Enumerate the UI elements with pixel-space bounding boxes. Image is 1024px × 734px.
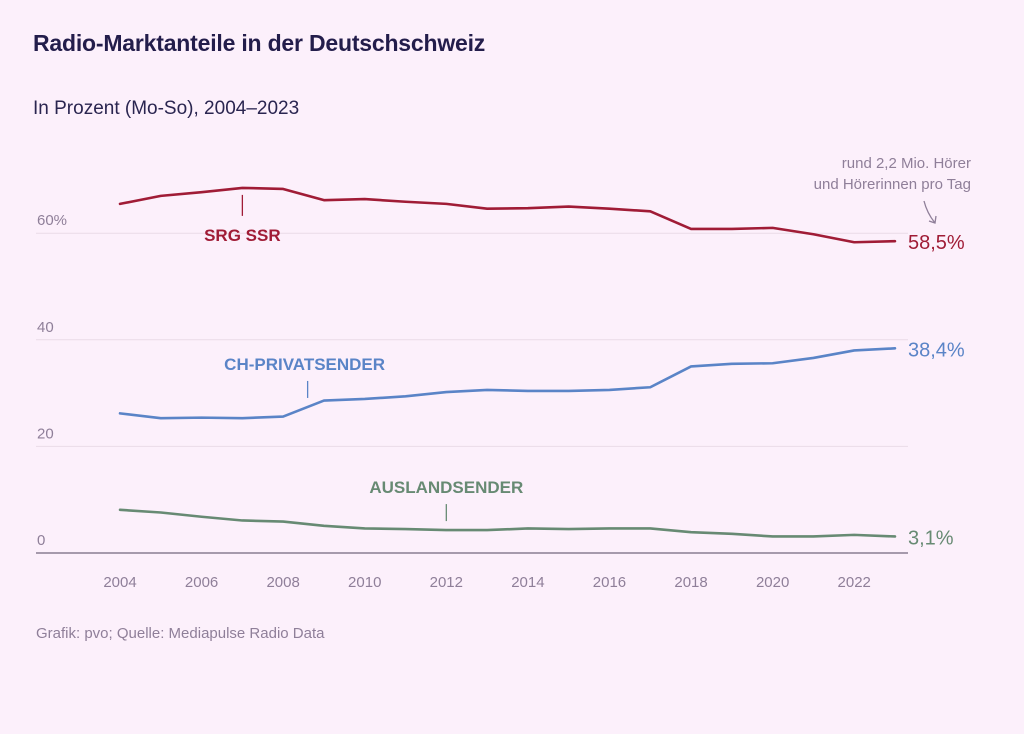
x-tick-label: 2008	[266, 574, 299, 591]
x-axis: 2004 2006 2008 2010 2012 2014 2016 2018 2020 2022	[103, 574, 871, 591]
annotation-line-1: rund 2,2 Mio. Hörer	[842, 155, 971, 172]
x-tick-label: 2020	[756, 574, 789, 591]
series-label: AUSLANDSENDER	[369, 478, 523, 497]
chart-subtitle: In Prozent (Mo-So), 2004–2023	[33, 98, 300, 119]
x-tick-label: 2010	[348, 574, 381, 591]
x-tick-label: 2012	[430, 574, 463, 591]
end-value-label: 3,1%	[908, 527, 954, 549]
series-line-1	[118, 347, 897, 420]
series-label: CH-PRIVATSENDER	[224, 355, 385, 374]
y-tick-label: 40	[37, 319, 54, 336]
end-value-label: 38,4%	[908, 339, 965, 361]
series-line-0	[118, 186, 897, 244]
gridlines	[36, 232, 908, 554]
x-tick-label: 2018	[674, 574, 707, 591]
x-tick-label: 2006	[185, 574, 218, 591]
x-tick-label: 2004	[103, 574, 136, 591]
y-axis: 0 20 40 60%	[37, 212, 67, 549]
series-label: SRG SSR	[204, 226, 281, 245]
y-tick-label: 20	[37, 425, 54, 442]
annotation: rund 2,2 Mio. Hörer und Hörerinnen pro T…	[814, 155, 971, 224]
x-tick-label: 2014	[511, 574, 544, 591]
chart-title: Radio-Marktanteile in der Deutschschweiz	[33, 30, 486, 56]
end-value-label: 58,5%	[908, 232, 965, 254]
source-note: Grafik: pvo; Quelle: Mediapulse Radio Da…	[36, 625, 325, 642]
series-lines: SRG SSR 58,5% CH-PRIVATSENDER 38,4% AUSLANDS…	[118, 186, 965, 549]
arrow-down-right-icon	[923, 200, 937, 224]
y-tick-label: 60%	[37, 212, 67, 229]
x-tick-label: 2016	[593, 574, 626, 591]
annotation-line-2: und Hörerinnen pro Tag	[814, 176, 971, 193]
y-tick-label: 0	[37, 532, 45, 549]
series-line-2	[118, 508, 897, 538]
x-tick-label: 2022	[838, 574, 871, 591]
